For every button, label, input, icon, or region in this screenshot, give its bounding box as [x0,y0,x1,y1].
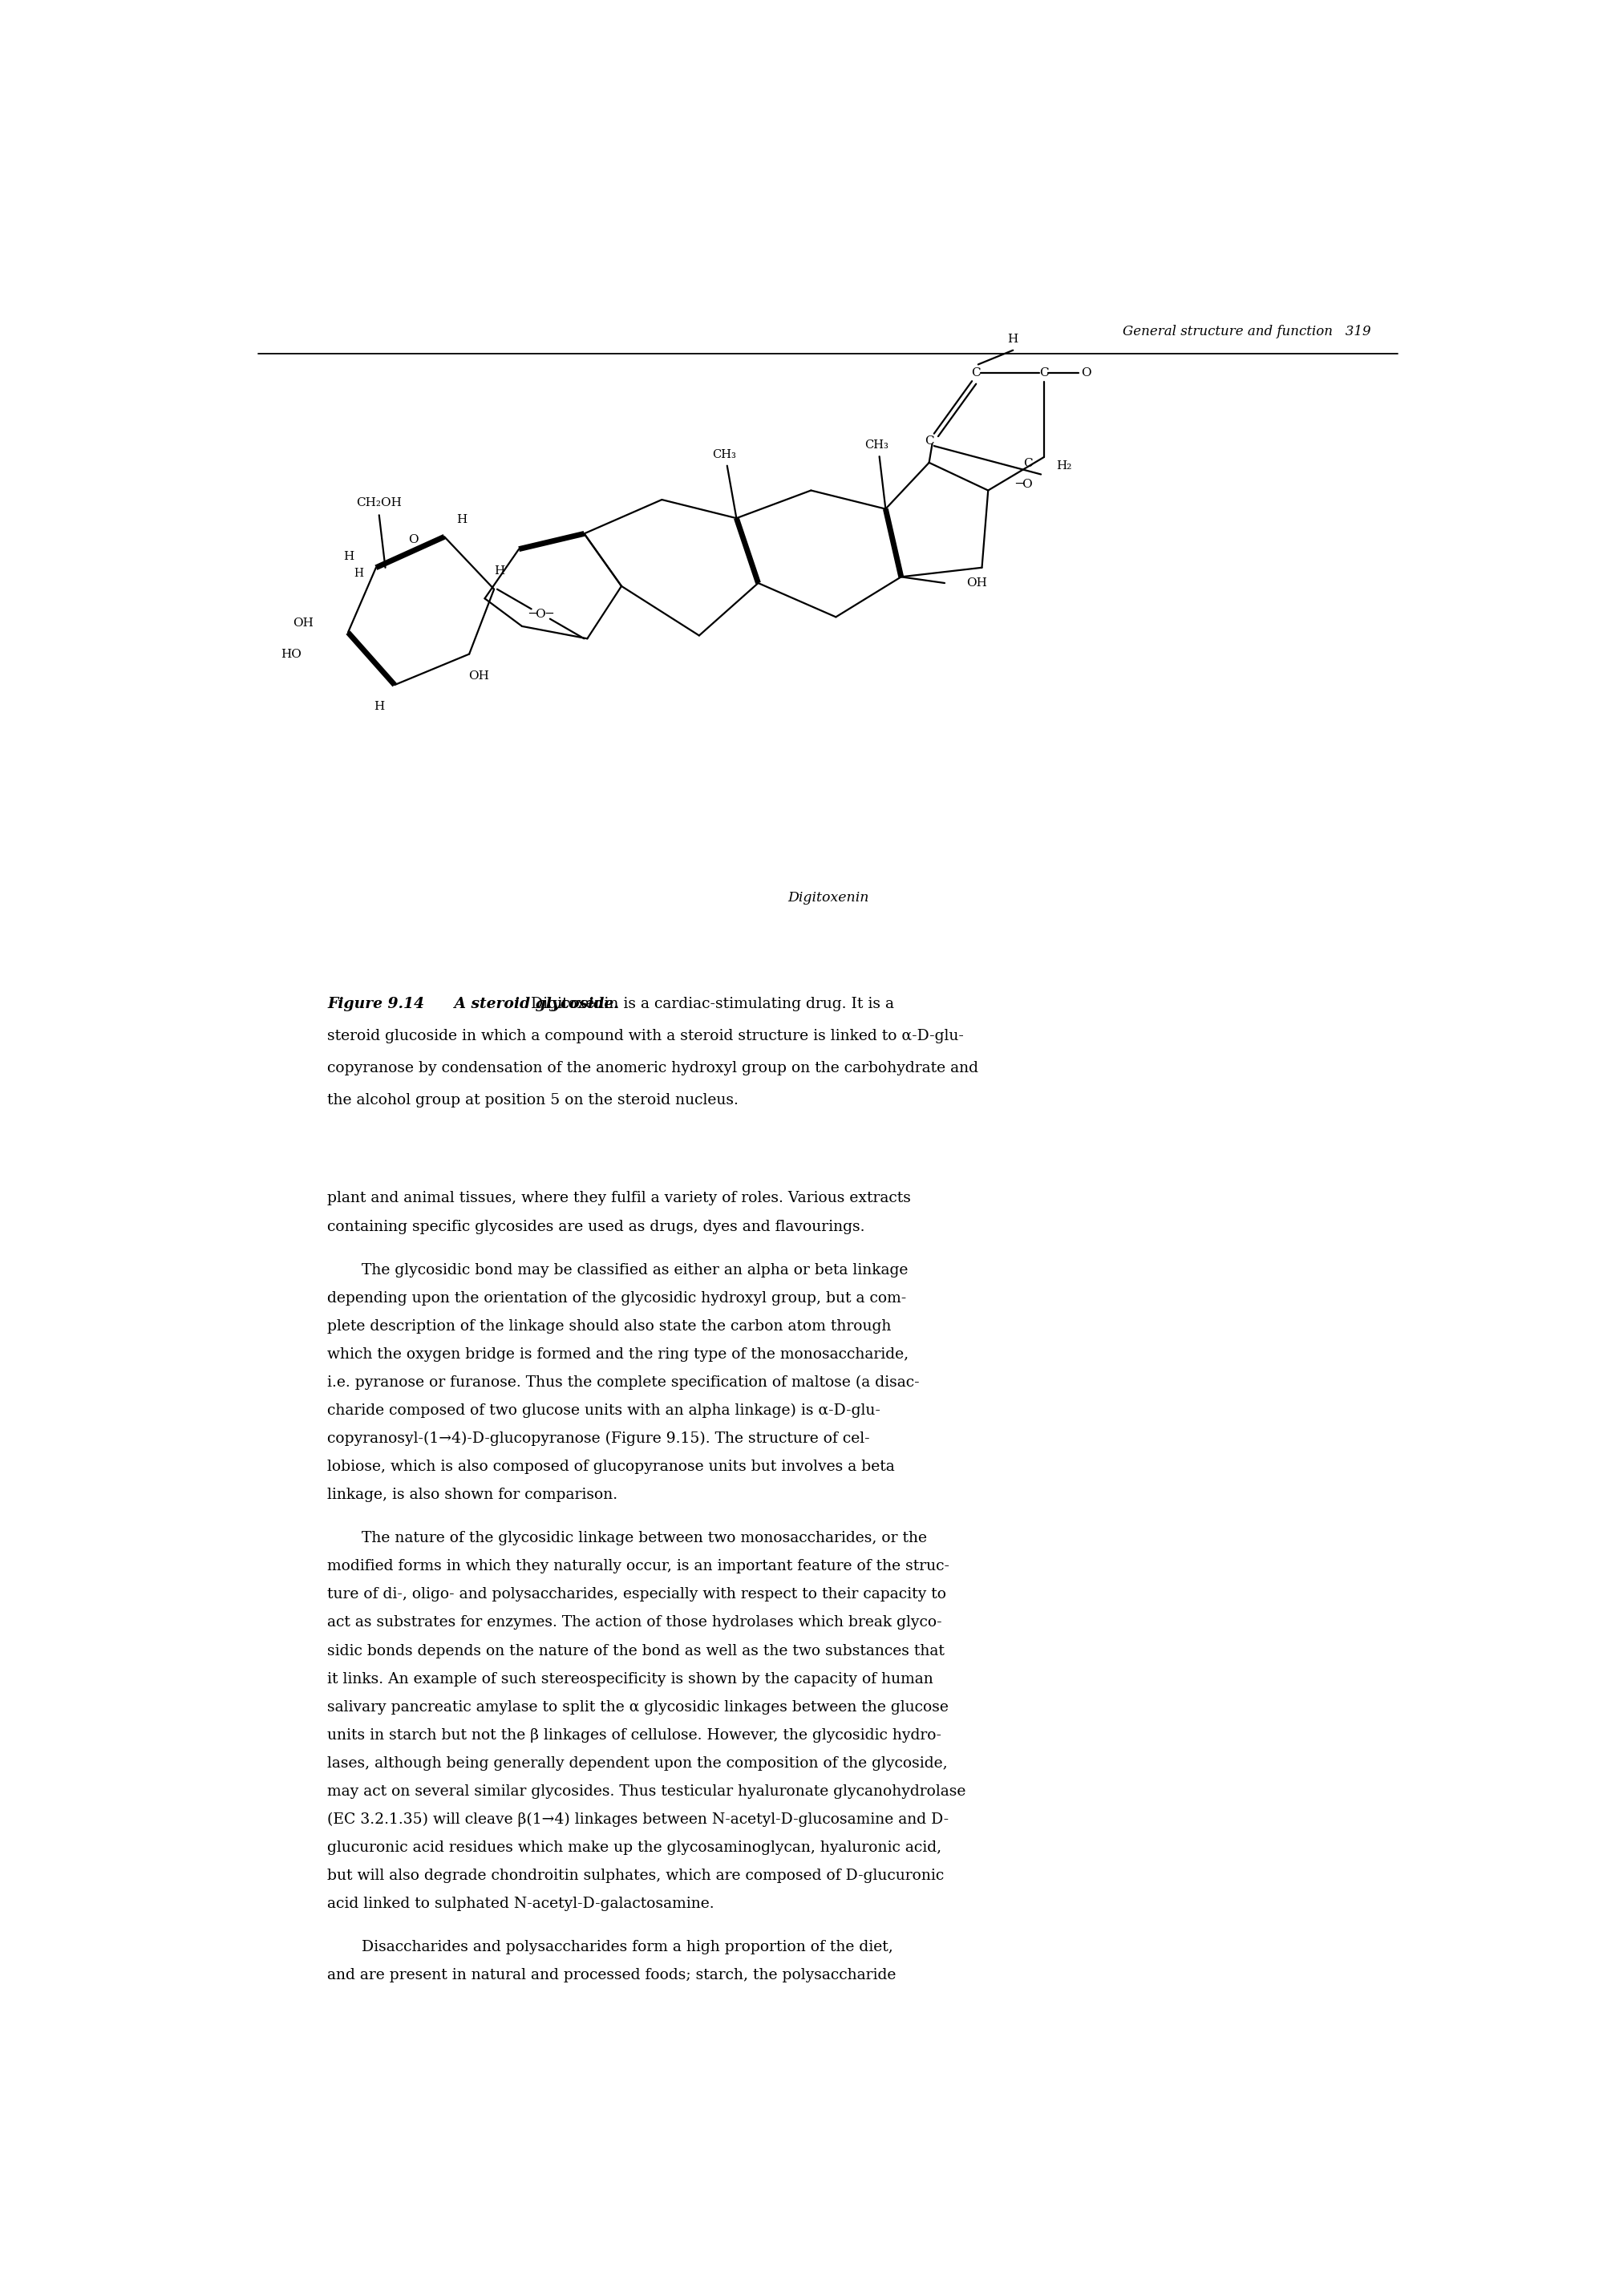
Text: modified forms in which they naturally occur, is an important feature of the str: modified forms in which they naturally o… [328,1559,950,1573]
Text: copyranosyl-(1→4)-D-glucopyranose (Figure 9.15). The structure of cel-: copyranosyl-(1→4)-D-glucopyranose (Figur… [328,1430,869,1446]
Text: ─O─: ─O─ [528,608,552,620]
Text: O: O [1080,367,1090,379]
Text: may act on several similar glycosides. Thus testicular hyaluronate glycanohydrol: may act on several similar glycosides. T… [328,1784,966,1798]
Text: containing specific glycosides are used as drugs, dyes and flavourings.: containing specific glycosides are used … [328,1219,864,1233]
Text: OH: OH [966,576,987,588]
Text: O: O [409,535,418,546]
Text: H: H [354,567,363,579]
Text: the alcohol group at position 5 on the steroid nucleus.: the alcohol group at position 5 on the s… [328,1093,738,1107]
Text: lobiose, which is also composed of glucopyranose units but involves a beta: lobiose, which is also composed of gluco… [328,1460,895,1474]
Text: H: H [373,700,384,712]
Text: salivary pancreatic amylase to split the α glycosidic linkages between the gluco: salivary pancreatic amylase to split the… [328,1699,948,1715]
Text: i.e. pyranose or furanose. Thus the complete specification of maltose (a disac-: i.e. pyranose or furanose. Thus the comp… [328,1375,919,1389]
Text: Disaccharides and polysaccharides form a high proportion of the diet,: Disaccharides and polysaccharides form a… [362,1940,893,1954]
Text: lases, although being generally dependent upon the composition of the glycoside,: lases, although being generally dependen… [328,1756,946,1770]
Text: ture of di-, oligo- and polysaccharides, especially with respect to their capaci: ture of di-, oligo- and polysaccharides,… [328,1587,946,1603]
Text: General structure and function   319: General structure and function 319 [1122,324,1370,338]
Text: H: H [494,565,504,576]
Text: steroid glucoside in which a compound with a steroid structure is linked to α-D-: steroid glucoside in which a compound wi… [328,1029,963,1042]
Text: HO: HO [281,647,302,659]
Text: Figure 9.14  A steroid glycoside.: Figure 9.14 A steroid glycoside. [328,996,619,1010]
Text: H: H [455,514,467,526]
Text: plete description of the linkage should also state the carbon atom through: plete description of the linkage should … [328,1320,891,1334]
Text: H₂: H₂ [1056,459,1071,471]
Text: Digitoxenin is a cardiac-stimulating drug. It is a: Digitoxenin is a cardiac-stimulating dru… [526,996,893,1010]
Text: and are present in natural and processed foods; starch, the polysaccharide: and are present in natural and processed… [328,1968,896,1981]
Text: C: C [971,367,980,379]
Text: CH₃: CH₃ [864,441,888,450]
Text: but will also degrade chondroitin sulphates, which are composed of D-glucuronic: but will also degrade chondroitin sulpha… [328,1869,943,1883]
Text: Digitoxenin: Digitoxenin [787,891,869,905]
Text: plant and animal tissues, where they fulfil a variety of roles. Various extracts: plant and animal tissues, where they ful… [328,1192,911,1205]
Text: sidic bonds depends on the nature of the bond as well as the two substances that: sidic bonds depends on the nature of the… [328,1644,945,1658]
Text: H: H [1008,333,1017,344]
Text: CH₂OH: CH₂OH [357,498,402,507]
Text: OH: OH [468,670,489,682]
Text: linkage, is also shown for comparison.: linkage, is also shown for comparison. [328,1488,617,1502]
Text: it links. An example of such stereospecificity is shown by the capacity of human: it links. An example of such stereospeci… [328,1671,933,1685]
Text: ─O: ─O [1014,478,1032,489]
Text: C: C [1022,459,1032,468]
Text: glucuronic acid residues which make up the glycosaminoglycan, hyaluronic acid,: glucuronic acid residues which make up t… [328,1841,942,1855]
Text: act as substrates for enzymes. The action of those hydrolases which break glyco-: act as substrates for enzymes. The actio… [328,1616,942,1630]
Text: which the oxygen bridge is formed and the ring type of the monosaccharide,: which the oxygen bridge is formed and th… [328,1348,908,1362]
Text: copyranose by condensation of the anomeric hydroxyl group on the carbohydrate an: copyranose by condensation of the anomer… [328,1061,977,1075]
Text: H: H [344,551,354,563]
Text: charide composed of two glucose units with an alpha linkage) is α-D-glu-: charide composed of two glucose units wi… [328,1403,880,1419]
Text: The glycosidic bond may be classified as either an alpha or beta linkage: The glycosidic bond may be classified as… [362,1263,908,1277]
Text: depending upon the orientation of the glycosidic hydroxyl group, but a com-: depending upon the orientation of the gl… [328,1290,906,1306]
Text: (EC 3.2.1.35) will cleave β(1→4) linkages between N-acetyl-D-glucosamine and D-: (EC 3.2.1.35) will cleave β(1→4) linkage… [328,1812,948,1828]
Text: units in starch but not the β linkages of cellulose. However, the glycosidic hyd: units in starch but not the β linkages o… [328,1729,942,1743]
Text: The nature of the glycosidic linkage between two monosaccharides, or the: The nature of the glycosidic linkage bet… [362,1531,927,1545]
Text: acid linked to sulphated N-acetyl-D-galactosamine.: acid linked to sulphated N-acetyl-D-gala… [328,1896,714,1910]
Text: C: C [924,436,933,448]
Text: C: C [1038,367,1048,379]
Text: OH: OH [292,618,313,629]
Text: CH₃: CH₃ [712,450,735,459]
